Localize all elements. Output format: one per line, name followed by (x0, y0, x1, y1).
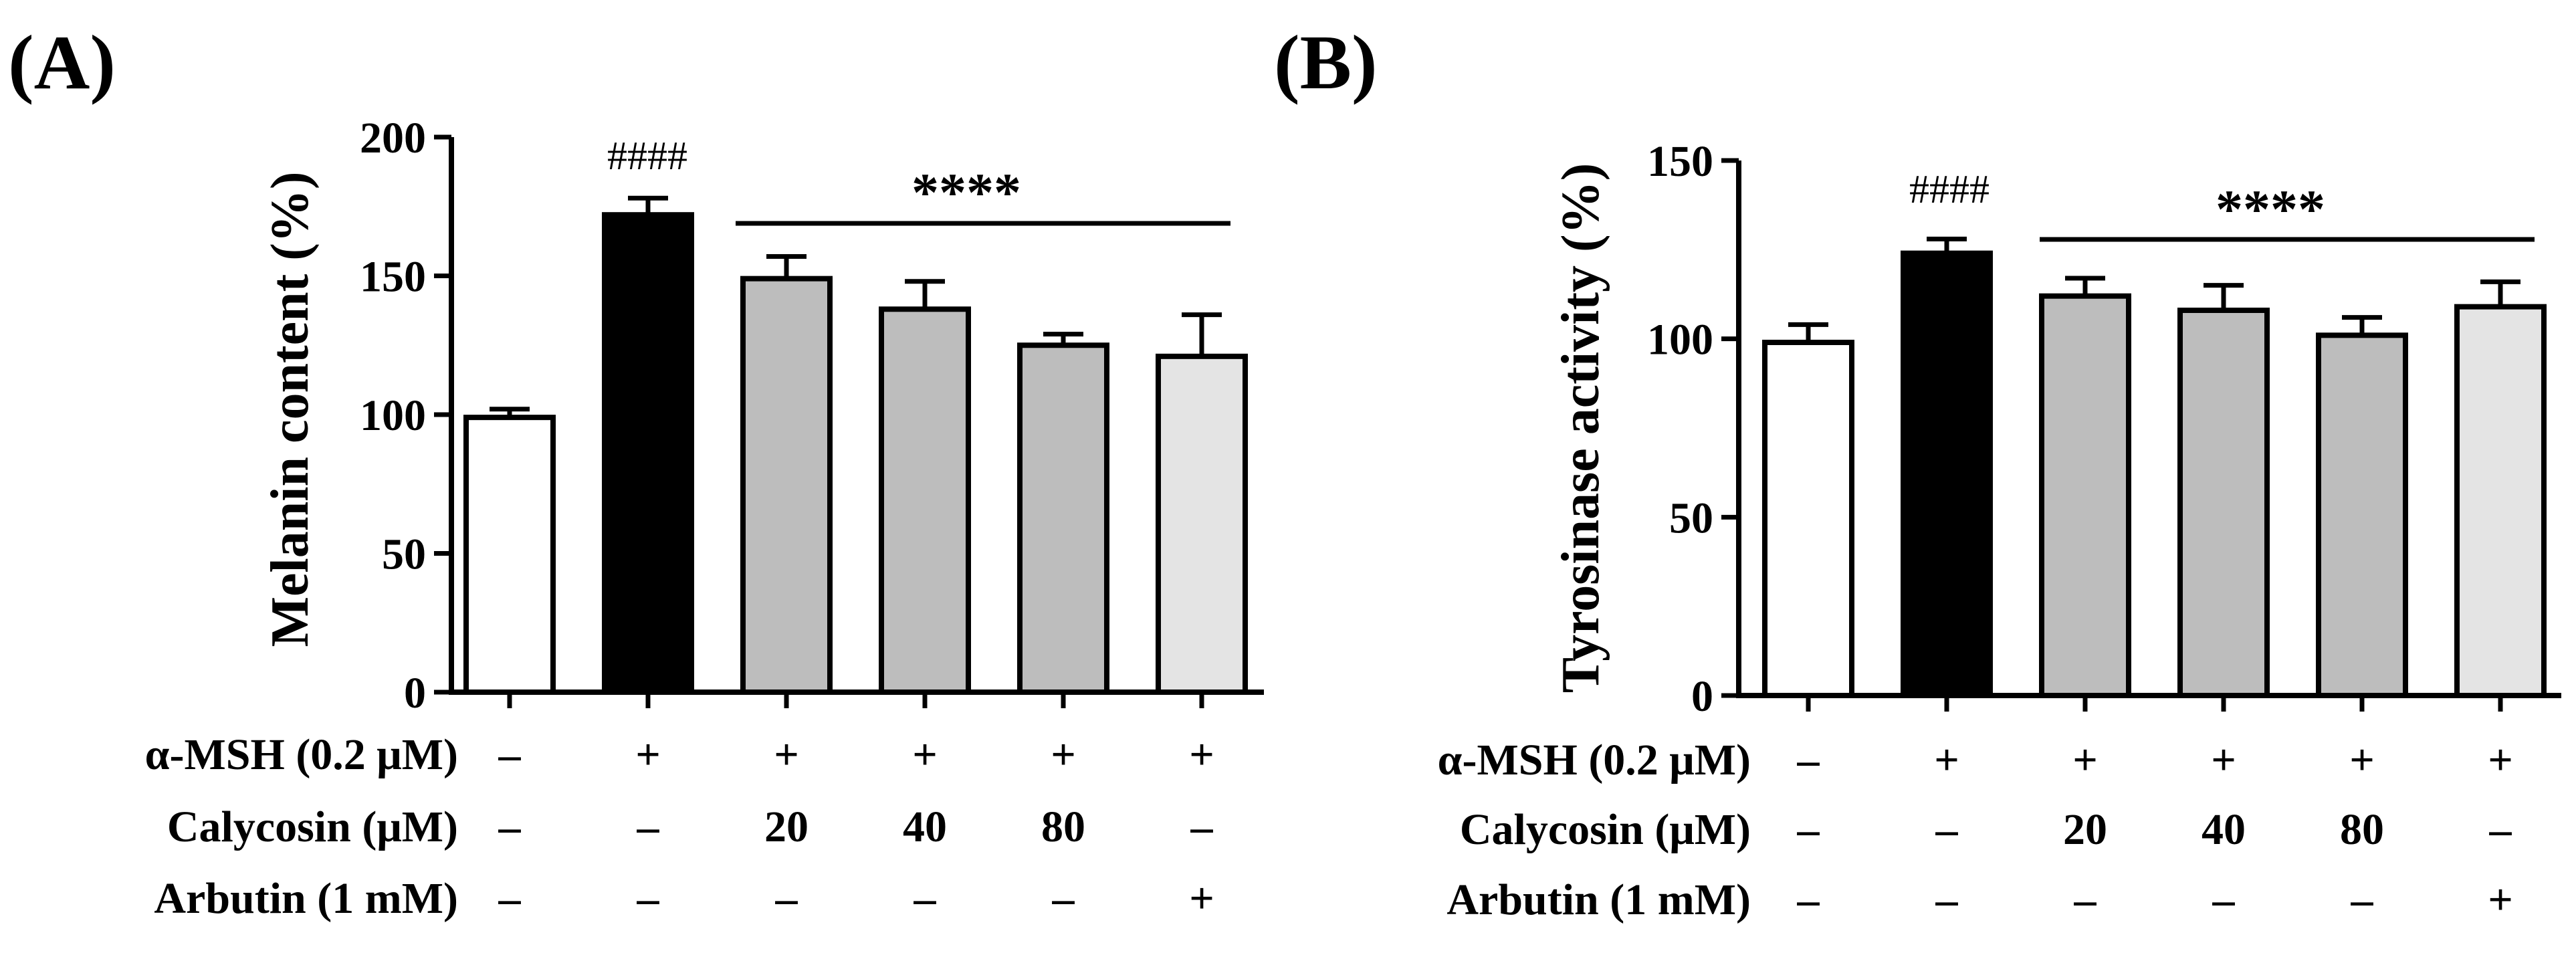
panel-b-y-tick-label: 0 (1691, 672, 1713, 721)
panel-b-condition-cell: – (1797, 875, 1820, 924)
panel-b-y-tick-label: 150 (1647, 137, 1713, 186)
panel-a-condition-cell: – (498, 803, 522, 851)
panel-b-condition-cell: + (2488, 875, 2513, 924)
panel-b-condition-cell: – (1797, 805, 1820, 854)
panel-a-bar (1017, 342, 1109, 695)
panel-b-axes (1736, 161, 2561, 712)
panel-a-condition-cell: 40 (903, 803, 947, 851)
panel-a-condition-cell: 80 (1041, 803, 1085, 851)
panel-a-bar (602, 212, 694, 695)
panel-b-condition-cell: – (1935, 875, 1959, 924)
panel-a-bars (463, 195, 1248, 696)
panel-b-condition-cell: 80 (2340, 805, 2384, 854)
panel-b-bar (2454, 304, 2547, 698)
panel-a-y-ticks: 0 50 100 150 200 (360, 114, 451, 718)
panel-b-condition-cell: + (2072, 736, 2098, 784)
panel-b-annotations: #### **** (1909, 167, 2535, 242)
panel-a-condition-cell: + (912, 730, 938, 779)
panel-b-row-label-msh: α-MSH (0.2 μM) (1438, 736, 1751, 784)
panel-b-condition-cell: 20 (2063, 805, 2107, 854)
panel-a-y-tick-label: 100 (360, 391, 426, 440)
panel-a-condition-cell: – (1052, 874, 1075, 923)
panel-a-y-tick-label: 50 (382, 530, 426, 579)
panel-a-stars-annotation: **** (911, 162, 1021, 223)
panel-b-bar (2316, 332, 2408, 699)
panel-a-condition-cell: – (1190, 803, 1214, 851)
panel-b-stars-annotation: **** (2216, 179, 2325, 239)
panel-b-y-ticks: 0 50 100 150 (1647, 137, 1739, 721)
panel-b-condition-cell: – (2351, 875, 2374, 924)
panel-b-bar (1762, 340, 1854, 698)
panel-b-condition-cell: – (2074, 875, 2097, 924)
panel-a-condition-cell: + (1189, 730, 1214, 779)
panel-a-row-label-msh: α-MSH (0.2 μM) (145, 730, 458, 779)
panel-a-condition-cell: + (1189, 874, 1214, 923)
panel-a-hash-annotation: #### (607, 134, 687, 178)
panel-a-annotations: #### **** (607, 134, 1230, 226)
panel-b-bars (1762, 236, 2547, 699)
panel-a-y-axis-label: Melanin content (%) (261, 171, 320, 647)
panel-a-condition-cell: – (914, 874, 937, 923)
panel-b-bar (2039, 293, 2131, 698)
panel-b-condition-table: α-MSH (0.2 μM) Calycosin (μM) Arbutin (1… (1438, 736, 2513, 924)
panel-a-axes (449, 137, 1264, 708)
panel-b-bar (1901, 250, 1993, 698)
panel-a-condition-table: α-MSH (0.2 μM) Calycosin (μM) Arbutin (1… (145, 730, 1214, 923)
panel-a-condition-cell: + (1051, 730, 1076, 779)
panel-a-condition-cell: + (774, 730, 799, 779)
panel-a-y-tick-label: 150 (360, 253, 426, 302)
panel-a-bar (1156, 353, 1248, 695)
panel-a-y-tick-label: 0 (404, 669, 426, 718)
panel-b-letter: (B) (1274, 20, 1378, 106)
panel-a-bar (740, 276, 833, 695)
panel-a-bar (879, 306, 971, 695)
panel-a-bar (463, 415, 556, 696)
panel-b-condition-cell: + (2211, 736, 2236, 784)
panel-b-condition-cell: + (2488, 736, 2513, 784)
panel-b-condition-cell: – (2489, 805, 2512, 854)
panel-a-condition-cell: + (635, 730, 661, 779)
panel-a-row-label-arbutin: Arbutin (1 mM) (154, 874, 458, 923)
panel-a: (A) Melanin content (%) 0 50 100 150 200 ###… (8, 20, 1264, 923)
panel-b-row-label-calycosin: Calycosin (μM) (1460, 805, 1751, 854)
panel-a-letter: (A) (8, 20, 116, 106)
panel-b-condition-cell: – (1935, 805, 1959, 854)
panel-b-bar (2177, 308, 2270, 698)
panel-b-hash-annotation: #### (1909, 167, 1990, 211)
panel-a-row-label-calycosin: Calycosin (μM) (167, 803, 458, 851)
panel-b-condition-cell: – (1797, 736, 1820, 784)
panel-b-row-label-arbutin: Arbutin (1 mM) (1446, 875, 1751, 924)
panel-b-condition-cells: – + + + + + – – 20 40 80 – – – – – – + (1797, 736, 2513, 924)
panel-b-condition-cell: + (1934, 736, 1959, 784)
panel-a-condition-cell: – (498, 730, 522, 779)
panel-a-condition-cells: – + + + + + – – 20 40 80 – – – – – – + (498, 730, 1214, 923)
panel-a-condition-cell: – (637, 874, 660, 923)
panel-b-y-tick-label: 50 (1669, 494, 1713, 542)
panel-a-condition-cell: – (637, 803, 660, 851)
panel-b-condition-cell: 40 (2202, 805, 2246, 854)
panel-b-condition-cell: – (2212, 875, 2236, 924)
panel-a-y-tick-label: 200 (360, 114, 426, 163)
panel-b-y-axis-label: Tyrosinase activity (%) (1551, 163, 1610, 694)
panel-b-y-tick-label: 100 (1647, 316, 1713, 364)
panel-a-condition-cell: – (775, 874, 798, 923)
panel-b-condition-cell: + (2349, 736, 2375, 784)
panel-a-condition-cell: – (498, 874, 522, 923)
panel-b: (B) Tyrosinase activity (%) 0 50 100 150 ##… (1274, 20, 2561, 924)
panel-a-condition-cell: 20 (764, 803, 809, 851)
